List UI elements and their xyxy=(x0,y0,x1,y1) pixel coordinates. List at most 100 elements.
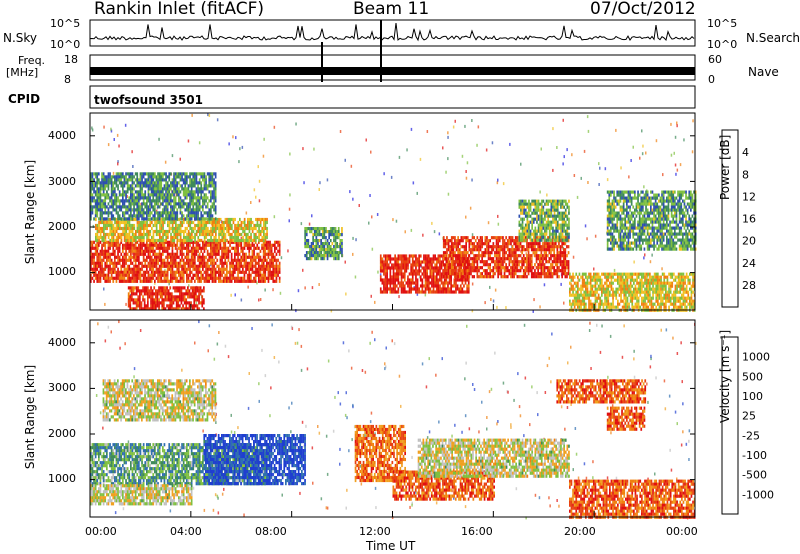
data-cell xyxy=(466,266,469,270)
data-cell xyxy=(264,255,267,259)
data-speck xyxy=(239,147,241,151)
data-speck xyxy=(552,168,554,172)
data-cell xyxy=(110,211,113,215)
data-cell xyxy=(170,220,172,225)
data-cell xyxy=(103,223,105,228)
data-cell xyxy=(117,235,120,240)
data-cell xyxy=(132,286,135,290)
data-cell xyxy=(166,273,169,277)
data-cell xyxy=(434,266,436,270)
data-cell xyxy=(142,217,145,221)
data-cell xyxy=(163,229,166,234)
data-cell xyxy=(237,243,239,247)
data-cell xyxy=(138,246,140,250)
data-cell xyxy=(192,220,195,225)
data-cell xyxy=(189,243,191,247)
data-cell xyxy=(518,260,520,264)
data-cell xyxy=(109,238,112,243)
data-cell xyxy=(179,276,182,280)
data-cell xyxy=(171,307,173,311)
data-cell xyxy=(96,214,99,218)
data-speck xyxy=(288,219,290,223)
data-cell xyxy=(177,307,180,311)
data-cell xyxy=(186,226,188,231)
data-cell xyxy=(185,304,188,308)
data-cell xyxy=(186,187,188,191)
data-cell xyxy=(191,235,193,240)
data-cell xyxy=(125,193,127,197)
data-speck xyxy=(247,285,249,289)
data-cell xyxy=(181,243,183,247)
data-cell xyxy=(164,292,167,296)
data-cell xyxy=(186,279,188,283)
data-cell xyxy=(98,208,100,212)
data-cell xyxy=(198,205,201,209)
data-cell xyxy=(253,249,255,253)
data-cell xyxy=(149,279,151,283)
data-cell xyxy=(202,264,204,268)
data-cell xyxy=(117,178,119,182)
data-cell xyxy=(193,304,196,308)
data-cell xyxy=(163,298,165,302)
data-cell xyxy=(190,184,193,188)
data-cell xyxy=(395,260,398,264)
data-cell xyxy=(307,242,310,246)
data-cell xyxy=(99,187,102,191)
data-cell xyxy=(200,205,203,209)
data-cell xyxy=(307,251,310,255)
data-cell xyxy=(461,287,464,291)
data-speck xyxy=(216,118,219,122)
data-cell xyxy=(216,238,219,243)
data-cell xyxy=(188,301,191,305)
data-cell xyxy=(431,281,433,285)
data-cell xyxy=(157,276,159,280)
data-cell xyxy=(107,211,110,215)
data-cell xyxy=(182,270,185,274)
data-cell xyxy=(208,279,211,283)
data-cell xyxy=(134,246,137,250)
data-cell xyxy=(427,260,430,264)
data-cell xyxy=(186,276,188,280)
data-cell xyxy=(466,275,469,279)
data-speck xyxy=(606,231,608,235)
data-cell xyxy=(197,276,199,280)
data-cell xyxy=(192,276,195,280)
data-cell xyxy=(170,264,172,268)
data-cell xyxy=(106,255,108,259)
data-cell xyxy=(162,229,164,234)
data-cell xyxy=(171,258,174,262)
data-cell xyxy=(142,249,145,253)
data-cell xyxy=(232,240,235,244)
data-cell xyxy=(111,226,113,231)
data-cell xyxy=(331,233,334,237)
data-cell xyxy=(201,298,204,302)
data-cell xyxy=(200,229,203,234)
data-cell xyxy=(197,181,199,185)
data-cell xyxy=(117,258,119,262)
data-cell xyxy=(498,248,501,252)
data-cell xyxy=(251,220,254,225)
data-cell xyxy=(170,276,172,280)
data-cell xyxy=(136,175,139,179)
data-cell xyxy=(166,217,169,221)
data-cell xyxy=(211,270,214,274)
data-cell xyxy=(90,258,92,262)
data-cell xyxy=(190,187,193,191)
data-cell xyxy=(261,279,263,283)
data-cell xyxy=(160,229,163,234)
data-cell xyxy=(133,246,135,250)
data-cell xyxy=(437,278,440,282)
data-cell xyxy=(125,172,127,176)
data-cell xyxy=(450,242,453,246)
data-cell xyxy=(139,252,142,256)
data-cell xyxy=(247,223,249,228)
data-cell xyxy=(147,172,150,176)
data-cell xyxy=(304,230,306,234)
data-cell xyxy=(258,232,260,237)
data-cell xyxy=(160,255,163,259)
data-cell xyxy=(277,258,279,262)
data-cell xyxy=(106,261,108,265)
data-cell xyxy=(125,178,127,182)
data-cell xyxy=(519,269,522,273)
